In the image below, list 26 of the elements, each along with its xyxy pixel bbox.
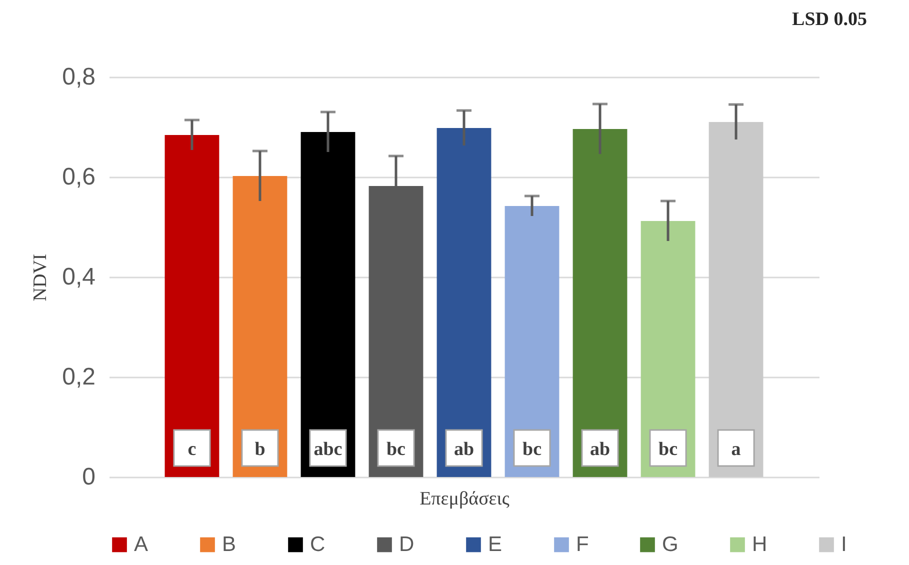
data-label: b	[254, 439, 266, 460]
y-tick-label: 0,4	[62, 264, 96, 290]
data-label: c	[188, 439, 196, 460]
y-tick-label: 0,6	[62, 164, 96, 190]
legend-label: H	[752, 532, 768, 556]
legend-label: G	[662, 532, 678, 556]
legend-label: A	[134, 532, 148, 556]
y-tick-label: 0,8	[62, 64, 96, 90]
data-label: bc	[522, 439, 542, 460]
legend-label: F	[576, 532, 589, 556]
data-label: ab	[454, 439, 474, 460]
data-label: bc	[386, 439, 406, 460]
legend-label: B	[222, 532, 236, 556]
data-label: a	[731, 439, 742, 460]
y-tick-label: 0	[82, 464, 96, 490]
legend-label: E	[488, 532, 502, 556]
x-axis-title: Επεμβάσεις	[420, 488, 510, 510]
legend-label: D	[399, 532, 414, 556]
data-label: abc	[314, 439, 342, 460]
legend-label: C	[310, 532, 326, 556]
data-label: bc	[658, 439, 678, 460]
data-label: ab	[590, 439, 610, 460]
text: LSD 0.05	[792, 9, 867, 30]
y-axis-title: NDVI	[30, 254, 52, 302]
legend-label: I	[841, 532, 847, 556]
y-tick-label: 0,2	[62, 364, 96, 390]
